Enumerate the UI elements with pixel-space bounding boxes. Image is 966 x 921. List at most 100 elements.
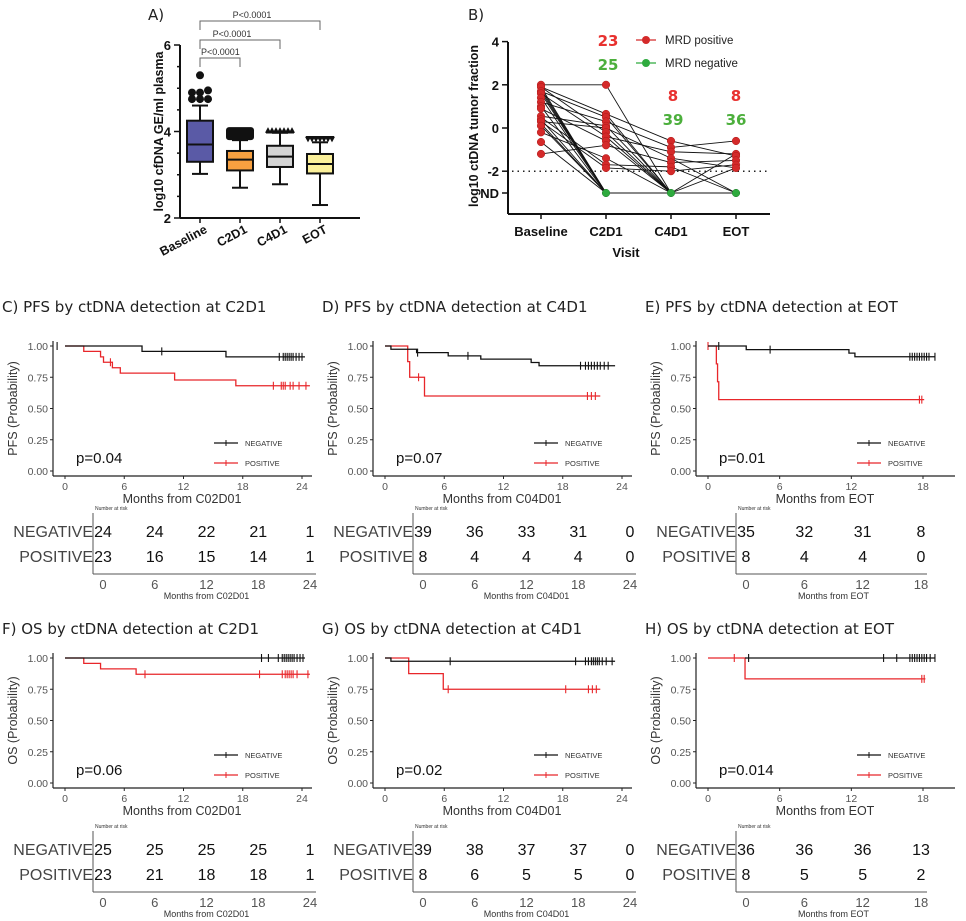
patient-trajectory [540, 141, 607, 194]
patient-trajectory [670, 166, 737, 194]
risk-count: 4 [574, 549, 583, 566]
risk-time-label: 0 [99, 577, 106, 592]
positive-survival-curve [708, 657, 926, 680]
risk-count: 0 [917, 549, 926, 566]
legend-label: POSITIVE [565, 771, 600, 780]
patient-trajectory [670, 157, 737, 194]
patient-trajectory [670, 164, 737, 172]
patient-trajectory [540, 144, 607, 155]
x-tick-label: C4D1 [255, 222, 290, 249]
negative-survival-curve [385, 657, 616, 662]
y-tick-label: 1.00 [28, 341, 49, 353]
risk-table-header: Number at risk [95, 824, 128, 830]
outlier-point [277, 127, 283, 133]
risk-table-header: Number at risk [415, 824, 448, 830]
risk-time-label: 12 [199, 577, 213, 592]
negative-count: 39 [663, 111, 684, 129]
y-tick-label: -2 [487, 164, 499, 179]
patient-trajectory [540, 123, 607, 194]
y-tick-label: 4 [164, 125, 172, 140]
legend-mrd-positive-marker [642, 36, 650, 44]
panel-f: F) OS by ctDNA detection at C2D1 0.00 0.25… [2, 620, 317, 919]
mrd-negative-point [666, 188, 676, 198]
risk-row-label: NEGATIVE [656, 524, 736, 541]
comparison-bracket [199, 20, 321, 30]
outlier-point [204, 86, 212, 95]
risk-row-label: POSITIVE [19, 549, 93, 566]
y-axis-label: log10 ctDNA tumor fraction [467, 45, 481, 207]
positive-survival-curve [708, 345, 925, 401]
outlier-point [329, 136, 335, 143]
legend-label: MRD negative [665, 58, 738, 70]
patient-trajectory [540, 93, 607, 138]
risk-time-label: 18 [914, 895, 928, 910]
x-tick-label: 18 [917, 481, 929, 493]
comparison-pvalue: P<0.0001 [201, 47, 240, 57]
x-tick-label: EOT [300, 222, 330, 247]
x-tick-label: 12 [178, 793, 190, 805]
risk-count: 25 [198, 842, 216, 859]
panel-title: D) PFS by ctDNA detection at C4D1 [322, 298, 588, 316]
patient-trajectory [605, 125, 672, 194]
risk-count: 5 [800, 867, 809, 884]
mrd-positive-point [536, 128, 546, 137]
patient-trajectory [605, 164, 672, 168]
box [186, 119, 214, 163]
y-tick-label: 0.25 [671, 435, 692, 447]
risk-count: 36 [466, 524, 484, 541]
risk-table-xlabel: Months from EOT [798, 591, 870, 601]
risk-row-label: POSITIVE [662, 549, 736, 566]
p-value: p=0.06 [76, 762, 122, 779]
x-axis-label: Months from EOT [776, 804, 875, 818]
risk-count: 23 [94, 867, 112, 884]
y-tick-label: 1.00 [671, 653, 692, 665]
x-tick-label: 18 [237, 481, 249, 493]
patient-trajectory [605, 84, 672, 194]
y-tick-label: 1.00 [348, 653, 369, 665]
risk-count: 33 [518, 524, 536, 541]
legend-label: POSITIVE [565, 459, 600, 468]
x-tick-label: 24 [296, 793, 308, 805]
patient-trajectory [540, 121, 607, 169]
panel-title: E) PFS by ctDNA detection at EOT [645, 298, 899, 316]
patient-trajectory [670, 140, 737, 148]
risk-time-label: 12 [855, 577, 869, 592]
risk-time-label: 24 [303, 895, 317, 910]
y-axis-label: OS (Probability) [326, 676, 340, 764]
risk-count: 21 [146, 867, 164, 884]
y-tick-label: 0.25 [671, 747, 692, 759]
risk-time-label: 0 [419, 895, 426, 910]
risk-count: 0 [626, 867, 635, 884]
negative-survival-curve [385, 345, 616, 367]
y-tick-label: 0.50 [671, 404, 692, 416]
positive-count: 8 [731, 87, 741, 105]
risk-time-label: 12 [855, 895, 869, 910]
x-tick-label: 6 [777, 793, 783, 805]
negative-survival-curve [708, 345, 935, 358]
risk-time-label: 6 [801, 577, 808, 592]
risk-time-label: 0 [99, 895, 106, 910]
y-tick-label: 0.75 [348, 372, 369, 384]
risk-count: 36 [795, 842, 813, 859]
risk-table-xlabel: Months from C02D01 [164, 909, 250, 919]
risk-count: 1 [306, 867, 315, 884]
risk-row-label: POSITIVE [339, 549, 413, 566]
y-tick-label: 0.25 [28, 435, 49, 447]
risk-table-xlabel: Months from C04D01 [484, 909, 570, 919]
y-tick-label: 0.25 [348, 747, 369, 759]
risk-count: 5 [858, 867, 867, 884]
risk-count: 36 [854, 842, 872, 859]
positive-survival-curve [65, 345, 310, 387]
legend-label: NEGATIVE [888, 439, 925, 448]
risk-count: 14 [249, 549, 267, 566]
panel-title: C) PFS by ctDNA detection at C2D1 [2, 298, 266, 316]
y-tick-label: 0.50 [671, 716, 692, 728]
outlier-point [269, 127, 275, 133]
x-axis-label: Months from C02D01 [123, 804, 242, 818]
risk-table-header: Number at risk [738, 506, 771, 512]
x-tick-label: 12 [845, 481, 857, 493]
risk-time-label: 6 [801, 895, 808, 910]
risk-count: 1 [306, 524, 315, 541]
risk-count: 8 [742, 867, 751, 884]
